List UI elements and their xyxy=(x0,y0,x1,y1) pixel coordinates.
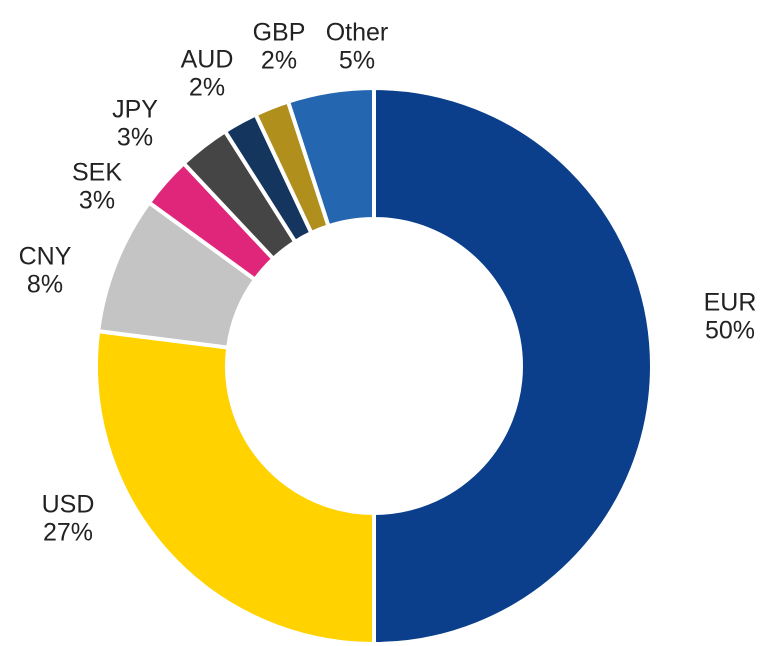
slice-value-label: 8% xyxy=(27,271,63,299)
donut-slice xyxy=(372,85,654,646)
slice-label: JPY xyxy=(112,96,158,124)
slice-value-label: 3% xyxy=(79,187,115,215)
slice-value-label: 5% xyxy=(339,47,375,75)
slice-value-label: 27% xyxy=(43,519,93,547)
slice-label: CNY xyxy=(19,243,72,271)
donut-slice xyxy=(285,85,376,229)
slice-value-label: 2% xyxy=(189,74,225,102)
slice-label: EUR xyxy=(704,289,757,317)
donut-slice xyxy=(94,328,376,646)
slice-label: SEK xyxy=(72,159,122,187)
slice-label: GBP xyxy=(253,19,306,47)
slice-value-label: 50% xyxy=(705,317,755,345)
slice-label: USD xyxy=(42,491,95,519)
slice-label: Other xyxy=(326,19,389,47)
slice-value-label: 3% xyxy=(117,124,153,152)
slice-label: AUD xyxy=(181,46,234,74)
slice-value-label: 2% xyxy=(261,47,297,75)
